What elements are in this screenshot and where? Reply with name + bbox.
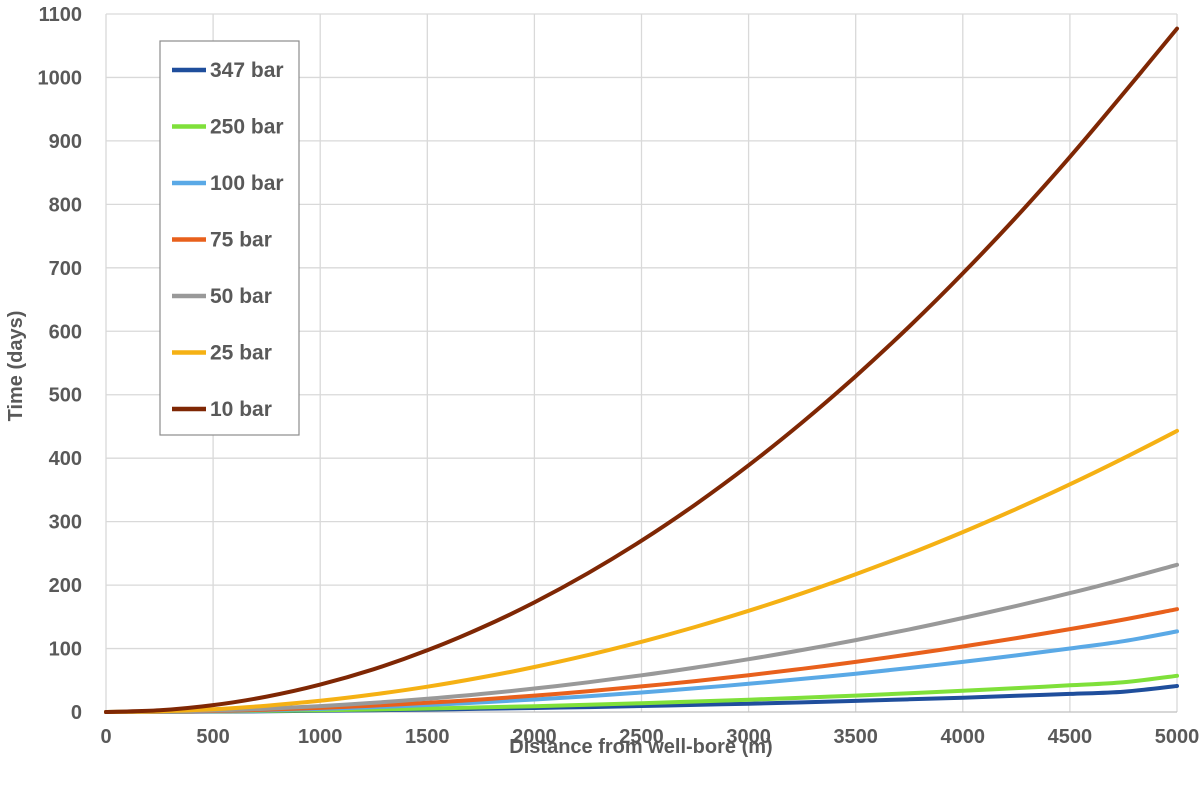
legend: 347 bar 250 bar 100 bar 75 bar 50 bar 25 bar 1… — [159, 40, 300, 436]
legend-label: 25 bar — [210, 342, 272, 365]
legend-label: 10 bar — [210, 398, 272, 421]
y-tick-label-200: 200 — [49, 575, 82, 597]
x-tick-label-5000: 5000 — [1155, 726, 1200, 748]
x-tick-label-3000: 3000 — [726, 726, 771, 748]
x-tick-label-1000: 1000 — [298, 726, 343, 748]
x-tick-label-2500: 2500 — [619, 726, 664, 748]
legend-item-25-bar: 25 bar — [172, 342, 272, 365]
legend-item-10-bar: 10 bar — [172, 398, 272, 421]
legend-entries: 347 bar 250 bar 100 bar 75 bar 50 bar 25 bar 1… — [172, 59, 284, 421]
y-tick-label-600: 600 — [49, 321, 82, 343]
legend-label: 250 bar — [210, 116, 284, 139]
legend-item-347-bar: 347 bar — [172, 59, 284, 82]
legend-item-75-bar: 75 bar — [172, 229, 272, 252]
legend-label: 347 bar — [210, 59, 284, 82]
legend-label: 100 bar — [210, 172, 284, 195]
x-tick-label-4500: 4500 — [1048, 726, 1093, 748]
y-tick-label-1100: 1100 — [39, 4, 82, 26]
series-line-10-bar — [104, 26, 1179, 714]
legend-item-100-bar: 100 bar — [172, 172, 284, 195]
axis-tick-labels: 0 500 1000 1500 2000 2500 3000 3500 4000 4500 5000… — [38, 4, 1200, 748]
x-tick-label-500: 500 — [196, 726, 229, 748]
x-tick-label-1500: 1500 — [405, 726, 450, 748]
y-tick-label-800: 800 — [49, 194, 82, 216]
y-axis-title: Time (days) — [5, 311, 27, 422]
x-axis-title: Distance from well-bore (m) — [509, 736, 772, 758]
plot-area-series — [104, 26, 1179, 714]
legend-item-250-bar: 250 bar — [172, 116, 284, 139]
y-tick-label-0: 0 — [71, 702, 82, 724]
legend-label: 75 bar — [210, 229, 272, 252]
y-tick-label-300: 300 — [49, 512, 82, 534]
legend-item-50-bar: 50 bar — [172, 285, 272, 308]
y-tick-label-400: 400 — [49, 448, 82, 470]
series-line-50-bar — [104, 562, 1179, 714]
y-tick-label-900: 900 — [49, 131, 82, 153]
series-line-25-bar — [104, 428, 1179, 714]
y-tick-label-700: 700 — [49, 258, 82, 280]
x-tick-label-2000: 2000 — [512, 726, 557, 748]
x-tick-label-4000: 4000 — [941, 726, 986, 748]
y-tick-label-100: 100 — [49, 639, 82, 661]
x-tick-label-3500: 3500 — [833, 726, 878, 748]
y-tick-label-500: 500 — [49, 385, 82, 407]
x-tick-label-0: 0 — [100, 726, 111, 748]
legend-label: 50 bar — [210, 285, 272, 308]
y-tick-label-1000: 1000 — [38, 67, 83, 89]
